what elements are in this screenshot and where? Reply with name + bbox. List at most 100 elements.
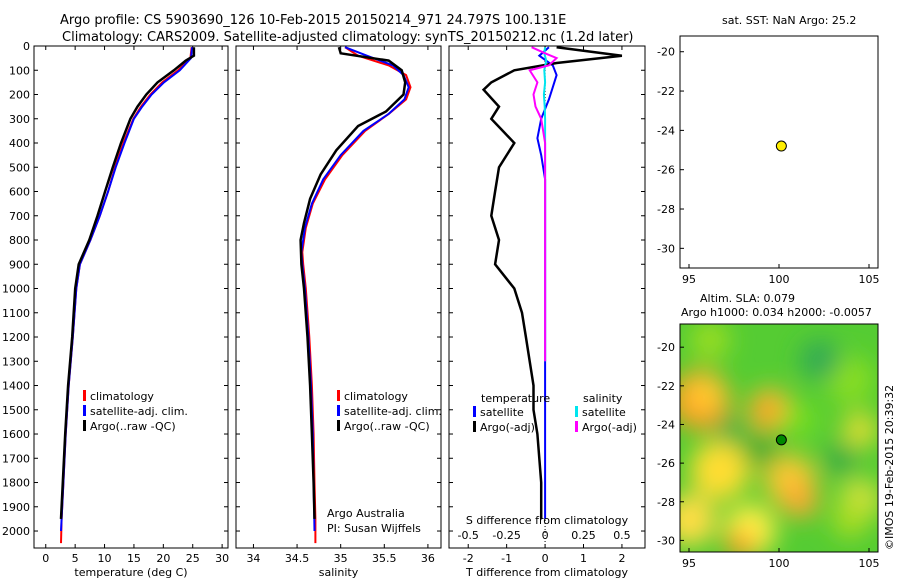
- x-tick-label-temperature: 10: [98, 552, 112, 565]
- title-line1: Argo profile: CS 5903690_126 10-Feb-2015…: [60, 13, 567, 28]
- y-tick-label: 0: [23, 40, 30, 53]
- annotation-line2: PI: Susan Wijffels: [327, 522, 421, 535]
- legend-label-temperature: Argo(..raw -QC): [90, 420, 176, 433]
- y-tick-label: 300: [9, 113, 30, 126]
- heatmap-cell: [690, 324, 730, 360]
- legend-label-salinity: climatology: [344, 390, 408, 403]
- x-tick-label-temperature: 25: [186, 552, 200, 565]
- y-tick-label-sst-map: -22: [657, 85, 675, 98]
- y-tick-label: 200: [9, 89, 30, 102]
- x-tick-label-temperature: 5: [72, 552, 79, 565]
- x-tick-label-salinity: 34: [246, 552, 260, 565]
- y-tick-label: 900: [9, 258, 30, 271]
- x-tick-label-difference: 1: [580, 552, 587, 565]
- y-tick-label: 1100: [2, 307, 30, 320]
- legend-label-difference: satellite: [480, 406, 524, 419]
- heatmap-cell: [842, 412, 878, 448]
- x-tick-label-sla-map: 100: [769, 557, 790, 570]
- x-tick-label-sst-map: 100: [769, 273, 790, 286]
- y-tick-label: 1200: [2, 331, 30, 344]
- legend-title-temperature: temperature: [481, 392, 550, 405]
- y-tick-label: 2000: [2, 525, 30, 538]
- axes-frame-difference: [448, 45, 646, 549]
- y-tick-label: 1400: [2, 380, 30, 393]
- heatmap-cell: [680, 494, 716, 546]
- watermark: ©IMOS 19-Feb-2015 20:39:32: [883, 384, 896, 550]
- x-tick-label-salinity-diff: 0.5: [613, 529, 631, 542]
- y-tick-label: 700: [9, 210, 30, 223]
- legend-label-salinity: Argo(..raw -QC): [344, 420, 430, 433]
- series-line-difference-t-satellite: [536, 46, 558, 519]
- x-tick-label-temperature: 30: [215, 552, 229, 565]
- x-axis-label-top-difference: S difference from climatology: [466, 514, 629, 527]
- y-tick-label: 1500: [2, 404, 30, 417]
- heatmap-cell: [832, 502, 868, 538]
- y-tick-label: 800: [9, 234, 30, 247]
- series-line-salinity-climatology: [301, 46, 412, 544]
- series-line-difference-s-argo-adj-: [528, 46, 559, 362]
- x-tick-label-salinity: 34.5: [285, 552, 310, 565]
- x-tick-label-temperature: 20: [156, 552, 170, 565]
- x-tick-label-salinity-diff: -0.25: [492, 529, 520, 542]
- heatmap-cell: [726, 531, 754, 552]
- legend-label-difference: Argo(-adj): [480, 421, 535, 434]
- series-line-salinity-satellite-adj-clim-: [300, 46, 410, 532]
- x-tick-label-salinity: 35: [334, 552, 348, 565]
- legend-swatch: [337, 405, 340, 416]
- legend-label-difference: satellite: [582, 406, 626, 419]
- legend-swatch: [473, 406, 476, 417]
- series-line-temperature-climatology: [60, 47, 193, 544]
- y-tick-label-sla-map: -22: [657, 380, 675, 393]
- x-tick-label-sst-map: 105: [859, 273, 880, 286]
- legend-swatch: [83, 390, 86, 401]
- x-tick-label-salinity: 36: [421, 552, 435, 565]
- heatmap-cell: [824, 444, 856, 476]
- y-tick-label-sla-map: -20: [657, 341, 675, 354]
- y-tick-label-sst-map: -24: [657, 124, 675, 137]
- x-tick-label-temperature: 15: [127, 552, 141, 565]
- x-tick-label-difference: -1: [501, 552, 512, 565]
- legend-swatch: [83, 420, 86, 431]
- x-tick-label-difference: 2: [618, 552, 625, 565]
- x-tick-label-salinity: 35.5: [372, 552, 397, 565]
- x-tick-label-temperature: 0: [42, 552, 49, 565]
- legend-swatch: [575, 421, 578, 432]
- sla-title1: Altim. SLA: 0.079: [700, 292, 796, 305]
- legend-title-salinity: salinity: [583, 392, 623, 405]
- y-tick-label: 100: [9, 64, 30, 77]
- y-tick-label: 400: [9, 137, 30, 150]
- heatmap-cell: [800, 340, 840, 380]
- y-tick-label: 1600: [2, 428, 30, 441]
- x-axis-label-salinity: salinity: [319, 566, 359, 579]
- y-tick-label: 1700: [2, 452, 30, 465]
- x-tick-label-difference: -2: [463, 552, 474, 565]
- heatmap-cell: [687, 377, 723, 413]
- x-tick-label-salinity-diff: -0.5: [457, 529, 478, 542]
- axes-frame-temperature: [33, 45, 229, 549]
- heatmap-cell: [690, 440, 750, 500]
- x-tick-label-sst-map: 95: [682, 273, 696, 286]
- legend-swatch: [473, 421, 476, 432]
- legend-swatch: [575, 406, 578, 417]
- y-tick-label-sst-map: -28: [657, 203, 675, 216]
- series-line-temperature-satellite-adj-clim-: [60, 47, 194, 532]
- heatmap-cell: [716, 416, 744, 444]
- x-axis-label-temperature: temperature (deg C): [74, 566, 187, 579]
- axes-frame-sst-map: [679, 35, 879, 269]
- heatmap-cell: [782, 482, 818, 518]
- series-line-salinity-argo-raw-qc-: [299, 46, 407, 519]
- legend-swatch: [337, 390, 340, 401]
- legend-label-temperature: satellite-adj. clim.: [90, 405, 188, 418]
- x-tick-label-sla-map: 105: [859, 557, 880, 570]
- heatmap-cell: [782, 402, 818, 438]
- annotation-line1: Argo Australia: [327, 507, 405, 520]
- sst-map-title: sat. SST: NaN Argo: 25.2: [722, 14, 857, 27]
- x-tick-label-salinity-diff: 0: [542, 529, 549, 542]
- y-tick-label: 1000: [2, 283, 30, 296]
- x-tick-label-salinity-diff: 0.25: [571, 529, 596, 542]
- y-tick-label: 500: [9, 161, 30, 174]
- y-tick-label-sla-map: -24: [657, 418, 675, 431]
- heatmap-cell: [742, 432, 778, 468]
- y-tick-label-sst-map: -20: [657, 46, 675, 59]
